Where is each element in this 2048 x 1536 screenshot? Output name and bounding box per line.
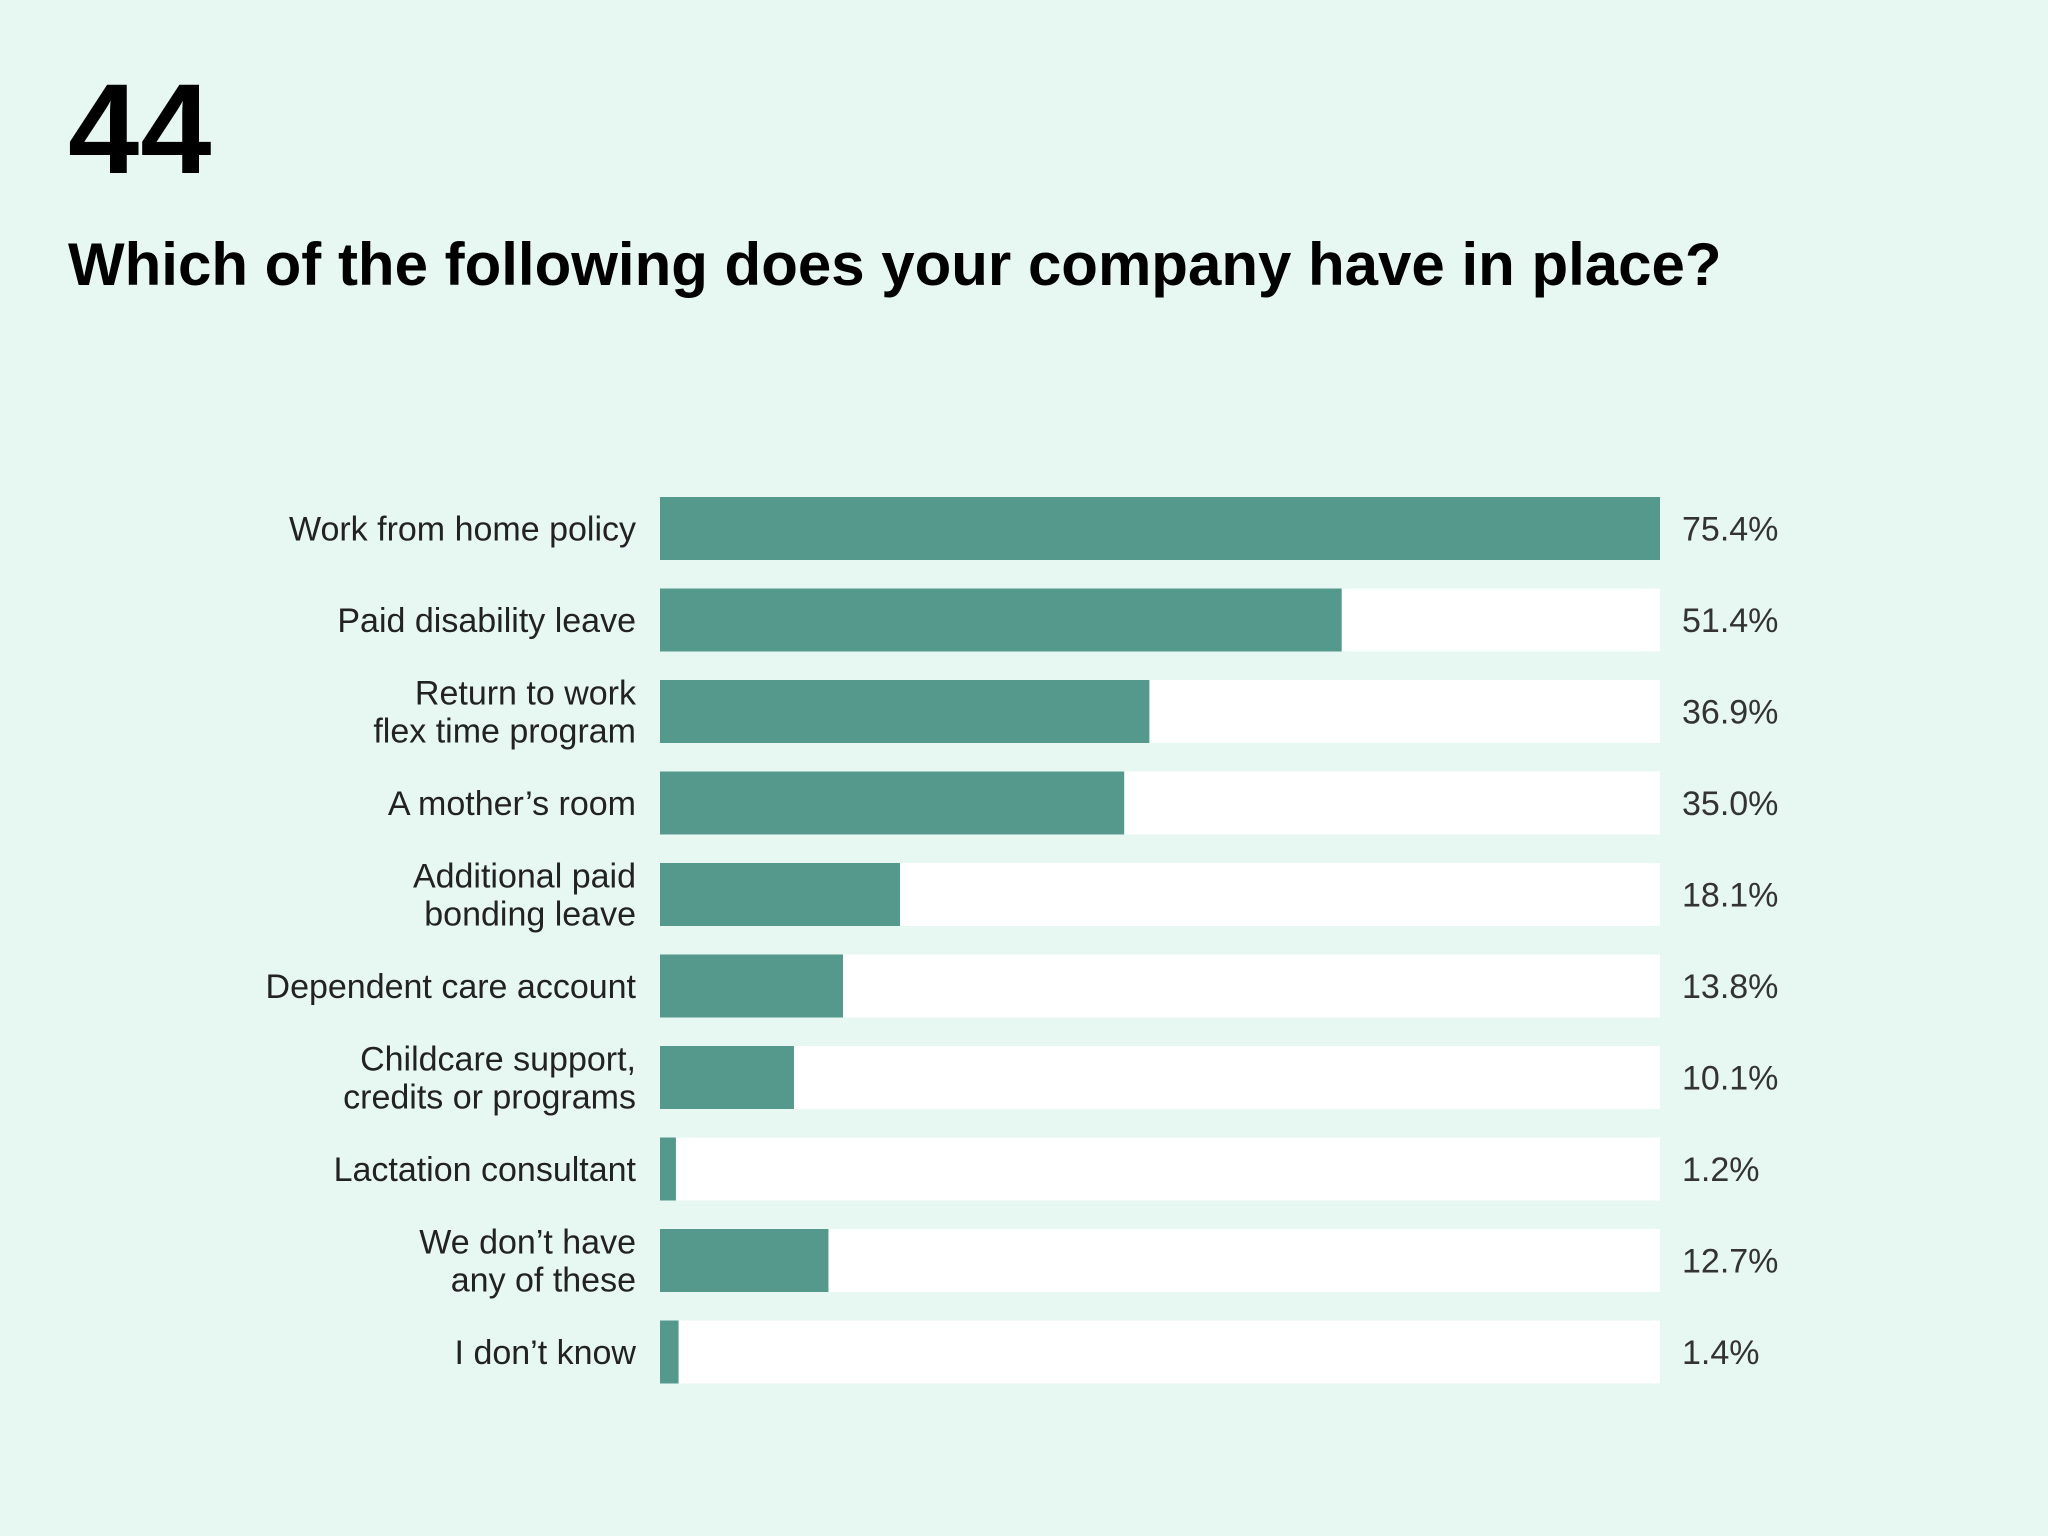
value-label: 13.8% — [1682, 968, 1778, 1006]
category-label-line: Childcare support, — [360, 1040, 636, 1078]
bar-row: Paid disability leave 51.4% — [337, 588, 1778, 652]
category-label: Dependent care account — [266, 968, 637, 1006]
bar — [660, 680, 1150, 743]
value-label: 35.0% — [1682, 785, 1778, 823]
value-label: 1.4% — [1682, 1334, 1760, 1372]
category-label: Lactation consultant — [334, 1151, 637, 1189]
bar — [660, 954, 844, 1018]
category-label-line: flex time program — [373, 712, 636, 750]
page-title: Which of the following does your company… — [68, 231, 1722, 298]
value-label: 75.4% — [1682, 510, 1778, 548]
bar — [660, 1046, 794, 1109]
bar-row: Return to work flex time program 36.9% — [373, 674, 1778, 750]
value-label: 12.7% — [1682, 1242, 1778, 1280]
category-label-line: We don’t have — [419, 1223, 636, 1261]
bar-track — [660, 1137, 1660, 1201]
category-label: We don’t have any of these — [419, 1223, 636, 1299]
bar-row: A mother’s room 35.0% — [388, 771, 1778, 835]
category-label-line: Return to work — [415, 674, 637, 712]
bar — [660, 863, 901, 926]
value-label: 18.1% — [1682, 876, 1778, 914]
bar-row: We don’t have any of these 12.7% — [419, 1223, 1778, 1299]
value-label: 36.9% — [1682, 693, 1778, 731]
bar — [660, 771, 1125, 835]
category-label-line: Paid disability leave — [337, 602, 636, 640]
bar — [660, 588, 1342, 652]
category-label: Additional paid bonding leave — [413, 857, 636, 933]
category-label-line: A mother’s room — [388, 785, 636, 823]
category-label: I don’t know — [455, 1334, 637, 1372]
page-number: 44 — [68, 58, 213, 201]
bar-track — [660, 1320, 1660, 1384]
category-label: A mother’s room — [388, 785, 636, 823]
bar-row: Additional paid bonding leave 18.1% — [413, 857, 1778, 933]
value-label: 51.4% — [1682, 602, 1778, 640]
bar — [660, 1229, 829, 1292]
bar-track — [660, 1046, 1660, 1109]
value-label: 10.1% — [1682, 1059, 1778, 1097]
bar — [660, 497, 1660, 560]
category-label: Paid disability leave — [337, 602, 636, 640]
category-label-line: Lactation consultant — [334, 1151, 637, 1189]
category-label: Return to work flex time program — [373, 674, 637, 750]
bar-row: Lactation consultant 1.2% — [334, 1137, 1760, 1201]
bar-row: Childcare support, credits or programs 10.… — [343, 1040, 1778, 1116]
category-label: Work from home policy — [289, 510, 636, 548]
value-label: 1.2% — [1682, 1151, 1760, 1189]
category-label: Childcare support, credits or programs — [343, 1040, 636, 1116]
bar — [660, 1320, 679, 1384]
category-label-line: any of these — [451, 1261, 636, 1299]
bar — [660, 1137, 676, 1201]
category-label-line: Dependent care account — [266, 968, 637, 1006]
category-label-line: I don’t know — [455, 1334, 637, 1372]
bar-row: I don’t know 1.4% — [455, 1320, 1760, 1384]
category-label-line: Work from home policy — [289, 510, 636, 548]
category-label-line: bonding leave — [424, 895, 636, 933]
bar-row: Dependent care account 13.8% — [266, 954, 1778, 1018]
bar-row: Work from home policy 75.4% — [289, 497, 1778, 560]
category-label-line: Additional paid — [413, 857, 636, 895]
category-label-line: credits or programs — [343, 1078, 636, 1116]
